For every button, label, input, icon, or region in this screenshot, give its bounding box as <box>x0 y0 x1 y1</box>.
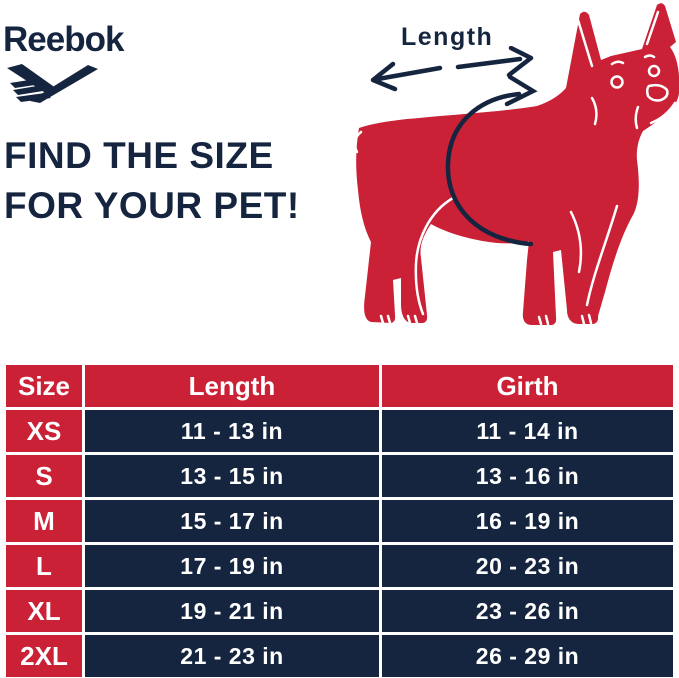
length-cell-l: 17 - 19 in <box>85 545 379 587</box>
dog-eye-left-icon <box>610 75 624 89</box>
size-cell-xs: XS <box>6 410 82 452</box>
size-cell-m: M <box>6 500 82 542</box>
page-title: FIND THE SIZE FOR YOUR PET! <box>4 131 300 231</box>
length-cell-xs: 11 - 13 in <box>85 410 379 452</box>
size-cell-l: L <box>6 545 82 587</box>
girth-cell-2xl: 26 - 29 in <box>382 635 673 677</box>
reebok-vector-icon <box>7 64 98 103</box>
column-header-girth: Girth <box>382 365 673 407</box>
girth-arrowhead-icon <box>504 74 538 107</box>
length-cell-s: 13 - 15 in <box>85 455 379 497</box>
length-arrow-left-icon <box>370 61 443 92</box>
girth-cell-xs: 11 - 14 in <box>382 410 673 452</box>
dog-eye-right-icon <box>647 64 661 78</box>
page-title-line-2: FOR YOUR PET! <box>4 185 300 226</box>
girth-cell-s: 13 - 16 in <box>382 455 673 497</box>
length-label: Length <box>401 23 494 51</box>
page-title-line-1: FIND THE SIZE <box>4 135 274 176</box>
column-header-length: Length <box>85 365 379 407</box>
size-table: Size Length Girth XS 11 - 13 in 11 - 14 … <box>6 365 673 677</box>
french-bulldog-illustration <box>353 3 679 326</box>
length-cell-2xl: 21 - 23 in <box>85 635 379 677</box>
length-cell-m: 15 - 17 in <box>85 500 379 542</box>
size-cell-xl: XL <box>6 590 82 632</box>
size-cell-2xl: 2XL <box>6 635 82 677</box>
reebok-wordmark: Reebok <box>3 20 124 59</box>
girth-cell-xl: 23 - 26 in <box>382 590 673 632</box>
girth-cell-m: 16 - 19 in <box>382 500 673 542</box>
dog-body-shape <box>356 3 679 325</box>
length-arrows-icon <box>370 46 534 92</box>
girth-cell-l: 20 - 23 in <box>382 545 673 587</box>
column-header-size: Size <box>6 365 82 407</box>
dog-detail-lines <box>353 10 677 326</box>
length-cell-xl: 19 - 21 in <box>85 590 379 632</box>
length-arrow-right-icon <box>455 46 534 78</box>
girth-arc-icon <box>445 91 534 247</box>
size-cell-s: S <box>6 455 82 497</box>
